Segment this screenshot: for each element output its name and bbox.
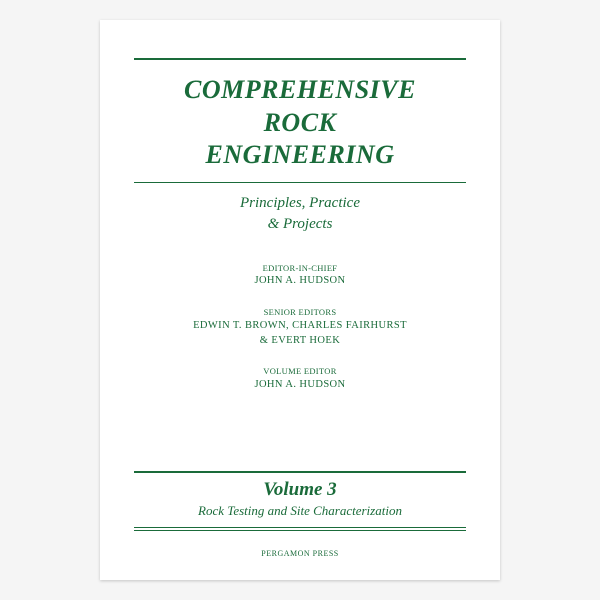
senior-name-line: & EVERT HOEK: [134, 334, 466, 349]
title-underline: [134, 182, 466, 183]
vol-editor-name: JOHN A. HUDSON: [134, 378, 466, 393]
volume-top-rule: [134, 471, 466, 473]
subtitle-line: Principles, Practice: [134, 193, 466, 214]
volume-subtitle: Rock Testing and Site Characterization: [134, 503, 466, 519]
senior-label: SENIOR EDITORS: [134, 307, 466, 319]
vol-editor-label: VOLUME EDITOR: [134, 366, 466, 378]
subtitle-line: & Projects: [134, 214, 466, 235]
editor-chief-name: JOHN A. HUDSON: [134, 274, 466, 289]
publisher: PERGAMON PRESS: [134, 549, 466, 558]
main-title: COMPREHENSIVE ROCK ENGINEERING: [134, 74, 466, 172]
volume-bottom-rule: [134, 527, 466, 531]
title-line: COMPREHENSIVE: [134, 74, 466, 107]
bottom-section: Volume 3 Rock Testing and Site Character…: [134, 471, 466, 558]
editor-chief-label: EDITOR-IN-CHIEF: [134, 263, 466, 275]
title-line: ROCK: [134, 107, 466, 140]
subtitle: Principles, Practice & Projects: [134, 193, 466, 235]
top-rule: [134, 58, 466, 60]
senior-editors-block: SENIOR EDITORS EDWIN T. BROWN, CHARLES F…: [134, 307, 466, 348]
editor-in-chief-block: EDITOR-IN-CHIEF JOHN A. HUDSON: [134, 263, 466, 290]
volume-number: Volume 3: [134, 479, 466, 501]
volume-editor-block: VOLUME EDITOR JOHN A. HUDSON: [134, 366, 466, 393]
senior-name-line: EDWIN T. BROWN, CHARLES FAIRHURST: [134, 319, 466, 334]
title-line: ENGINEERING: [134, 139, 466, 172]
book-cover: COMPREHENSIVE ROCK ENGINEERING Principle…: [100, 20, 500, 580]
